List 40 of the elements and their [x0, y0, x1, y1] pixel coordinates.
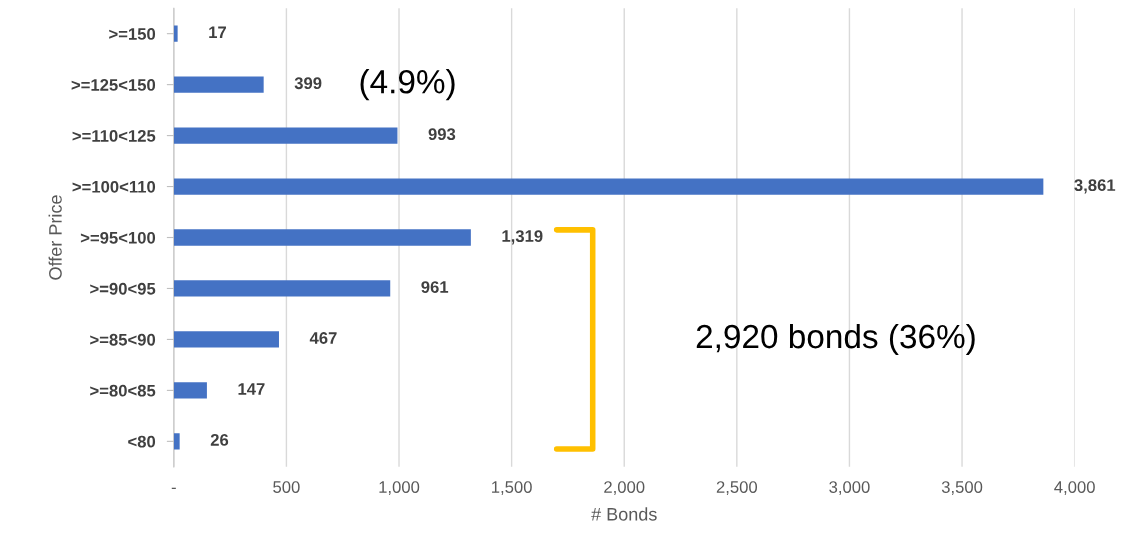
- y-tick-label: <80: [128, 435, 156, 448]
- y-tick-label: >=100<110: [72, 180, 156, 193]
- y-axis-title: Offer Price: [48, 195, 62, 280]
- data-label: 17: [209, 26, 226, 38]
- y-tick-label: >=125<150: [71, 79, 156, 91]
- x-tick-label: 3,500: [941, 481, 983, 495]
- annotation: 2,920 bonds (36%): [696, 323, 975, 355]
- y-tick-label: >=110<125: [72, 129, 156, 142]
- data-label: 147: [238, 383, 265, 395]
- y-tick-label: >=150: [109, 28, 156, 40]
- x-tick-label: 4,000: [1054, 481, 1095, 495]
- y-tick-label: >=80<85: [90, 384, 156, 397]
- data-label: 399: [294, 77, 322, 90]
- x-axis-title: # Bonds: [591, 507, 657, 521]
- data-label: 26: [210, 434, 229, 446]
- data-label: 961: [421, 281, 449, 293]
- bar: [173, 433, 180, 450]
- y-tick-label: >=90<95: [90, 282, 156, 295]
- annotation: (4.9%): [360, 69, 455, 101]
- x-tick-label: 2,500: [716, 481, 758, 495]
- data-label: 467: [309, 332, 337, 344]
- x-tick-label: -: [171, 487, 176, 490]
- bar: [173, 127, 398, 144]
- data-label: 1,319: [502, 230, 543, 245]
- x-tick-label: 500: [273, 481, 300, 493]
- data-label: 993: [428, 128, 456, 141]
- bar: [173, 76, 264, 93]
- bar: [173, 280, 391, 297]
- x-tick-label: 3,000: [829, 481, 870, 495]
- x-tick-label: 1,000: [379, 481, 420, 495]
- y-tick-label: >=85<90: [90, 333, 156, 346]
- data-label: 3,861: [1074, 179, 1116, 194]
- bar: [173, 382, 207, 399]
- bar: [173, 25, 178, 42]
- bar: [173, 229, 471, 246]
- x-tick-label: 2,000: [604, 481, 645, 495]
- bar: [173, 331, 279, 348]
- bar: [173, 178, 1044, 195]
- y-tick-label: >=95<100: [80, 231, 156, 244]
- x-tick-label: 1,500: [492, 481, 532, 495]
